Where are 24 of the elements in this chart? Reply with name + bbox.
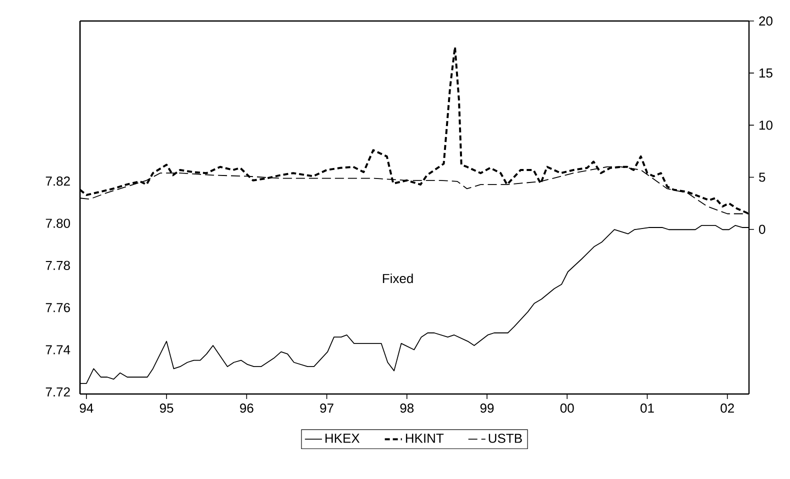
x-tick-label: 99 — [480, 404, 494, 413]
legend-label: USTB — [488, 434, 522, 443]
x-tick-label: 96 — [240, 404, 254, 413]
y-tick-label: 7.74 — [46, 345, 70, 354]
annotation: Fixed — [382, 274, 413, 284]
y-tick-label: 7.80 — [46, 218, 70, 228]
y-tick-label: 7.78 — [46, 260, 70, 270]
y2-tick-label: 5 — [759, 172, 766, 182]
y2-tick-label: 15 — [759, 68, 772, 78]
y-tick-label: 7.72 — [46, 387, 70, 396]
legend-label: HKEX — [326, 434, 360, 443]
y2-tick-label: 10 — [759, 120, 772, 130]
x-tick-label: 95 — [160, 404, 174, 413]
x-tick-label: 97 — [320, 404, 334, 413]
x-tick-label: 00 — [560, 404, 574, 413]
x-tick-label: 01 — [640, 404, 654, 413]
y-tick-label: 7.76 — [46, 302, 70, 312]
legend-label: HKINT — [406, 434, 444, 443]
y-tick-label: 7.82 — [46, 176, 70, 186]
x-tick-label: 02 — [720, 404, 734, 413]
y2-tick-label: 0 — [759, 224, 766, 234]
x-tick-label: 98 — [400, 404, 414, 413]
x-tick-label: 94 — [80, 404, 94, 413]
y2-tick-label: 20 — [759, 16, 772, 26]
